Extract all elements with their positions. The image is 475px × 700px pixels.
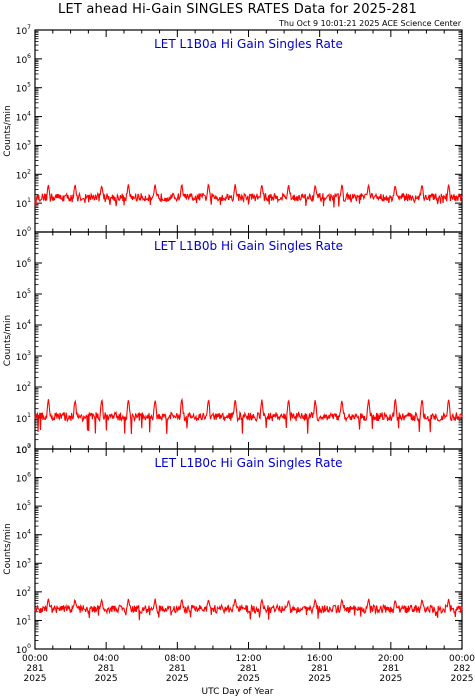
x-axis-title: UTC Day of Year bbox=[201, 687, 274, 697]
x-tick-time-label: 16:00 bbox=[307, 654, 333, 664]
panel-1: 100 101 102 103 104 105 106 107 Counts/min LET L1… bbox=[3, 24, 463, 239]
y-tick-label: 103 bbox=[16, 350, 31, 363]
x-tick-time-label: 04:00 bbox=[93, 654, 119, 664]
x-tick-doy-label: 281 bbox=[382, 664, 399, 674]
y-tick-label: 107 bbox=[16, 24, 31, 37]
y-axis-label: Counts/min bbox=[3, 105, 13, 156]
x-tick-time-label: 12:00 bbox=[236, 654, 262, 664]
x-tick-time-label: 00:00 bbox=[22, 654, 48, 664]
y-tick-label: 107 bbox=[16, 443, 31, 456]
generation-timestamp: Thu Oct 9 10:01:21 2025 ACE Science Cent… bbox=[279, 19, 461, 28]
y-tick-label: 106 bbox=[16, 257, 31, 270]
y-tick-label: 104 bbox=[16, 111, 31, 124]
panel-2: 100 101 102 103 104 105 106 Counts/min LET L1B0b… bbox=[3, 231, 463, 456]
y-tick-label: 103 bbox=[16, 557, 31, 570]
y-tick-label: 103 bbox=[16, 139, 31, 152]
x-tick-year-label: 2025 bbox=[237, 674, 260, 684]
x-tick-year-label: 2025 bbox=[24, 674, 47, 684]
panel-frame bbox=[34, 448, 463, 650]
panel-3: 100 101 102 103 104 105 106 107 Counts/min LET L1… bbox=[3, 443, 463, 656]
y-tick-label: 102 bbox=[16, 586, 31, 599]
y-tick-label: 106 bbox=[16, 53, 31, 66]
x-tick-year-label: 2025 bbox=[308, 674, 331, 684]
y-tick-label: 101 bbox=[16, 614, 31, 627]
x-tick-year-label: 2025 bbox=[166, 674, 189, 684]
y-tick-label: 102 bbox=[16, 381, 31, 394]
y-tick-label: 105 bbox=[16, 500, 31, 513]
y-tick-label: 101 bbox=[16, 412, 31, 425]
y-tick-label: 105 bbox=[16, 82, 31, 95]
x-tick-doy-label: 282 bbox=[453, 664, 470, 674]
x-tick-time-label: 00:00 bbox=[449, 654, 475, 664]
series-line bbox=[34, 598, 463, 621]
x-tick-doy-label: 281 bbox=[26, 664, 43, 674]
x-tick-doy-label: 281 bbox=[98, 664, 115, 674]
x-tick-year-label: 2025 bbox=[95, 674, 118, 684]
x-tick-doy-label: 281 bbox=[240, 664, 257, 674]
x-tick-year-label: 2025 bbox=[379, 674, 402, 684]
y-tick-label: 104 bbox=[16, 529, 31, 542]
y-tick-label: 100 bbox=[16, 226, 31, 239]
x-tick-doy-label: 281 bbox=[169, 664, 186, 674]
x-tick-doy-label: 281 bbox=[311, 664, 328, 674]
y-axis-label: Counts/min bbox=[3, 523, 13, 574]
y-tick-label: 100 bbox=[16, 443, 31, 456]
series-line bbox=[34, 183, 463, 208]
y-axis-label: Counts/min bbox=[3, 315, 13, 366]
panel-title: LET L1B0b Hi Gain Singles Rate bbox=[154, 239, 343, 253]
x-tick-time-label: 20:00 bbox=[378, 654, 404, 664]
chart-main-title: LET ahead Hi-Gain SINGLES RATES Data for… bbox=[58, 2, 417, 17]
y-tick-label: 100 bbox=[16, 643, 31, 656]
panel-title: LET L1B0a Hi Gain Singles Rate bbox=[154, 37, 343, 51]
y-tick-label: 106 bbox=[16, 472, 31, 485]
y-tick-label: 102 bbox=[16, 168, 31, 181]
x-tick-time-label: 08:00 bbox=[164, 654, 190, 664]
x-tick-year-label: 2025 bbox=[451, 674, 474, 684]
y-tick-label: 101 bbox=[16, 197, 31, 210]
y-tick-label: 104 bbox=[16, 319, 31, 332]
y-tick-label: 105 bbox=[16, 288, 31, 301]
panel-title: LET L1B0c Hi Gain Singles Rate bbox=[154, 456, 342, 470]
series-line bbox=[34, 397, 463, 435]
